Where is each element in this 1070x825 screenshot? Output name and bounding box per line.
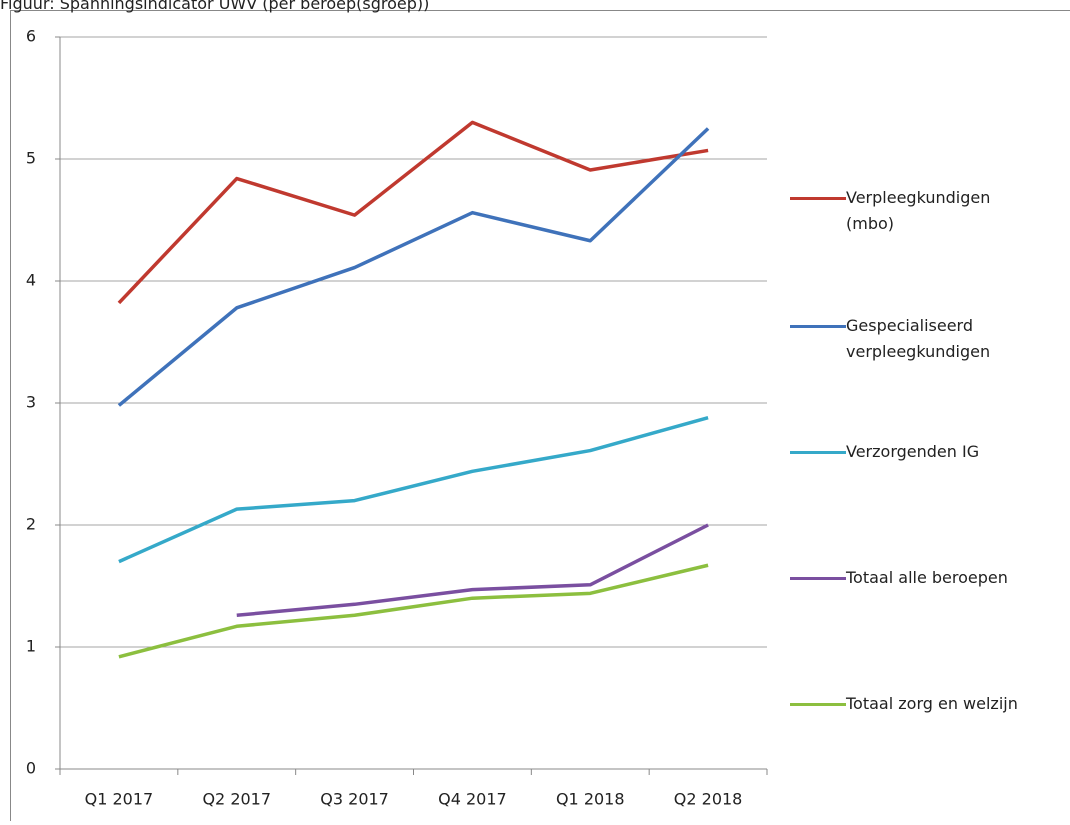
legend-label: Verpleegkundigen (mbo)	[846, 185, 1021, 237]
x-tick-label: Q2 2017	[202, 790, 271, 809]
x-tick-label: Q1 2018	[556, 790, 625, 809]
x-tick-label: Q3 2017	[320, 790, 389, 809]
legend-label: Gespecialiseerd verpleegkundigen	[846, 313, 1021, 365]
y-tick-label: 0	[26, 759, 36, 778]
legend-item: Totaal zorg en welzijn	[790, 691, 1018, 717]
x-tick-label: Q1 2017	[85, 790, 154, 809]
x-tick-label: Q4 2017	[438, 790, 507, 809]
legend-item: Gespecialiseerd verpleegkundigen	[790, 313, 1021, 365]
legend-swatch	[790, 577, 846, 580]
chart-title: Figuur: Spanningsindicator UWV (per bero…	[0, 0, 429, 13]
y-tick-label: 6	[26, 27, 36, 46]
y-tick-label: 2	[26, 515, 36, 534]
legend-swatch	[790, 325, 846, 328]
legend-swatch	[790, 703, 846, 706]
legend-item: Verpleegkundigen (mbo)	[790, 185, 1021, 237]
legend-swatch	[790, 197, 846, 200]
series-line	[237, 525, 708, 615]
legend-item: Verzorgenden IG	[790, 439, 979, 465]
series-line	[119, 565, 708, 657]
legend-label: Totaal alle beroepen	[846, 565, 1008, 591]
legend-swatch	[790, 451, 846, 454]
x-tick-label: Q2 2018	[674, 790, 743, 809]
y-tick-label: 1	[26, 637, 36, 656]
y-tick-label: 4	[26, 271, 36, 290]
series-line	[119, 418, 708, 562]
y-tick-label: 3	[26, 393, 36, 412]
legend-item: Totaal alle beroepen	[790, 565, 1008, 591]
legend-label: Verzorgenden IG	[846, 439, 979, 465]
legend-label: Totaal zorg en welzijn	[846, 691, 1018, 717]
y-tick-label: 5	[26, 149, 36, 168]
